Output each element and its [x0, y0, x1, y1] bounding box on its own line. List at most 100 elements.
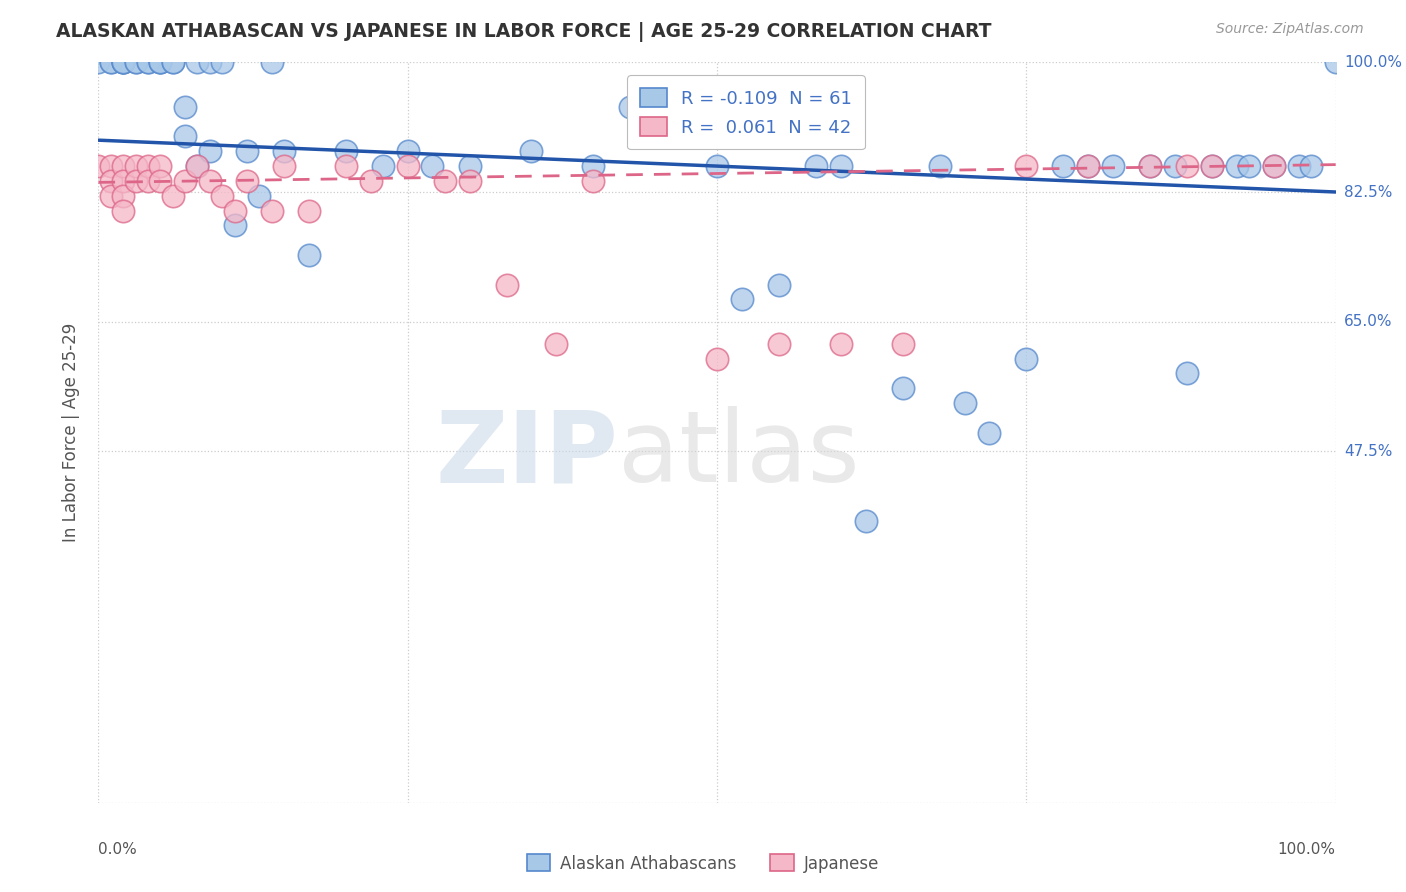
Point — [186, 159, 208, 173]
Text: 100.0%: 100.0% — [1344, 55, 1402, 70]
Point — [236, 145, 259, 159]
Point — [731, 293, 754, 307]
Point — [162, 55, 184, 70]
Point — [1226, 159, 1249, 173]
Point — [804, 159, 827, 173]
Point — [100, 188, 122, 202]
Point — [979, 425, 1001, 440]
Point — [100, 55, 122, 70]
Point — [100, 174, 122, 188]
Point — [100, 159, 122, 173]
Point — [582, 159, 605, 173]
Point — [396, 145, 419, 159]
Point — [224, 219, 246, 233]
Point — [136, 159, 159, 173]
Point — [371, 159, 394, 173]
Point — [928, 159, 950, 173]
Point — [1263, 159, 1285, 173]
Point — [149, 55, 172, 70]
Text: ZIP: ZIP — [436, 407, 619, 503]
Point — [149, 55, 172, 70]
Point — [174, 100, 197, 114]
Point — [174, 174, 197, 188]
Point — [458, 159, 481, 173]
Point — [1201, 159, 1223, 173]
Point — [298, 248, 321, 262]
Text: 65.0%: 65.0% — [1344, 314, 1392, 329]
Point — [136, 55, 159, 70]
Point — [855, 515, 877, 529]
Point — [112, 55, 135, 70]
Point — [1139, 159, 1161, 173]
Y-axis label: In Labor Force | Age 25-29: In Labor Force | Age 25-29 — [62, 323, 80, 542]
Point — [706, 351, 728, 366]
Point — [830, 159, 852, 173]
Point — [495, 277, 517, 292]
Point — [112, 55, 135, 70]
Point — [298, 203, 321, 218]
Legend: Alaskan Athabascans, Japanese: Alaskan Athabascans, Japanese — [520, 847, 886, 880]
Text: atlas: atlas — [619, 407, 859, 503]
Point — [260, 203, 283, 218]
Point — [149, 55, 172, 70]
Point — [136, 55, 159, 70]
Point — [619, 100, 641, 114]
Point — [112, 159, 135, 173]
Point — [186, 159, 208, 173]
Point — [1164, 159, 1187, 173]
Point — [112, 55, 135, 70]
Point — [1201, 159, 1223, 173]
Point — [112, 174, 135, 188]
Point — [520, 145, 543, 159]
Point — [186, 55, 208, 70]
Point — [546, 336, 568, 351]
Text: 0.0%: 0.0% — [98, 842, 138, 856]
Point — [1175, 159, 1198, 173]
Point — [1299, 159, 1322, 173]
Point — [1102, 159, 1125, 173]
Point — [706, 159, 728, 173]
Point — [422, 159, 444, 173]
Point — [124, 55, 146, 70]
Point — [582, 174, 605, 188]
Point — [830, 336, 852, 351]
Point — [1288, 159, 1310, 173]
Point — [211, 188, 233, 202]
Point — [112, 55, 135, 70]
Point — [953, 396, 976, 410]
Point — [149, 159, 172, 173]
Point — [112, 188, 135, 202]
Legend: R = -0.109  N = 61, R =  0.061  N = 42: R = -0.109 N = 61, R = 0.061 N = 42 — [627, 75, 865, 149]
Point — [1237, 159, 1260, 173]
Point — [247, 188, 270, 202]
Point — [136, 174, 159, 188]
Point — [458, 174, 481, 188]
Point — [124, 174, 146, 188]
Point — [335, 159, 357, 173]
Point — [1139, 159, 1161, 173]
Point — [396, 159, 419, 173]
Point — [433, 174, 456, 188]
Point — [891, 381, 914, 395]
Point — [273, 159, 295, 173]
Point — [124, 55, 146, 70]
Text: 100.0%: 100.0% — [1278, 842, 1336, 856]
Point — [162, 188, 184, 202]
Point — [768, 277, 790, 292]
Text: ALASKAN ATHABASCAN VS JAPANESE IN LABOR FORCE | AGE 25-29 CORRELATION CHART: ALASKAN ATHABASCAN VS JAPANESE IN LABOR … — [56, 22, 991, 42]
Text: Source: ZipAtlas.com: Source: ZipAtlas.com — [1216, 22, 1364, 37]
Point — [198, 145, 221, 159]
Point — [224, 203, 246, 218]
Point — [162, 55, 184, 70]
Point — [149, 174, 172, 188]
Point — [360, 174, 382, 188]
Point — [335, 145, 357, 159]
Point — [87, 159, 110, 173]
Point — [211, 55, 233, 70]
Point — [112, 203, 135, 218]
Point — [768, 336, 790, 351]
Point — [1175, 367, 1198, 381]
Point — [891, 336, 914, 351]
Point — [273, 145, 295, 159]
Point — [174, 129, 197, 144]
